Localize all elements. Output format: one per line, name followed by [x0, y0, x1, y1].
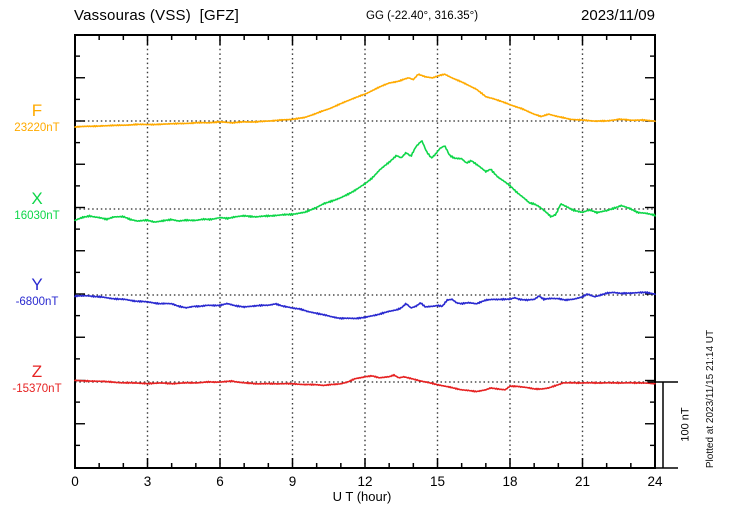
- channel-baseline-y: -6800nT: [15, 296, 59, 308]
- channel-baseline-f: 23220nT: [14, 122, 60, 134]
- channel-label-x: X 16030nT: [2, 190, 72, 222]
- x-tick-label-12: 12: [357, 474, 373, 489]
- trace-z: [74, 373, 656, 393]
- x-tick-label-3: 3: [143, 474, 152, 489]
- x-axis-label: U T (hour): [332, 489, 392, 504]
- plot-date: 2023/11/09: [581, 7, 655, 24]
- scale-bar-label: 100 nT: [679, 407, 692, 442]
- x-tick-label-15: 15: [429, 474, 446, 489]
- station-title: Vassouras (VSS) [GFZ]: [74, 7, 239, 24]
- geographic-coords: GG (-22.40°, 316.35°): [366, 10, 479, 22]
- channel-label-y: Y -6800nT: [2, 276, 72, 308]
- channel-letter-x: X: [31, 189, 43, 208]
- channel-letter-z: Z: [31, 362, 43, 381]
- channel-baseline-z: -15370nT: [12, 383, 62, 395]
- channel-baseline-x: 16030nT: [14, 210, 60, 222]
- channel-letter-f: F: [31, 101, 43, 120]
- trace-x: [74, 140, 656, 223]
- x-tick-label-21: 21: [574, 474, 591, 489]
- trace-y: [74, 291, 656, 320]
- x-tick-label-6: 6: [216, 474, 224, 489]
- channel-label-z: Z -15370nT: [2, 363, 72, 395]
- x-tick-label-24: 24: [647, 474, 663, 489]
- x-tick-label-18: 18: [502, 474, 518, 489]
- trace-f: [74, 73, 656, 128]
- plotted-at-note: Plotted at 2023/11/15 21:14 UT: [705, 329, 716, 469]
- x-tick-label-9: 9: [288, 474, 297, 489]
- x-tick-label-0: 0: [71, 474, 79, 489]
- plot-frame: [74, 34, 656, 469]
- channel-label-f: F 23220nT: [2, 102, 72, 134]
- channel-letter-y: Y: [31, 275, 43, 294]
